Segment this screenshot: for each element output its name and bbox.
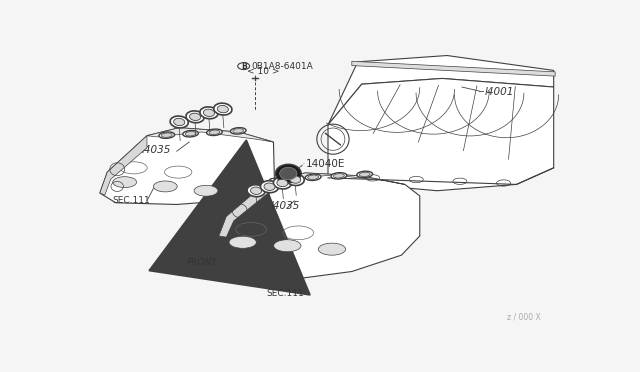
Text: l4035: l4035: [271, 202, 300, 211]
Text: l4035: l4035: [142, 145, 172, 155]
Ellipse shape: [183, 131, 198, 137]
Ellipse shape: [290, 176, 301, 183]
Text: 14040E: 14040E: [306, 158, 345, 169]
Ellipse shape: [273, 177, 291, 189]
Ellipse shape: [260, 181, 278, 193]
Ellipse shape: [218, 105, 228, 113]
Ellipse shape: [154, 181, 177, 192]
Text: SEC.111: SEC.111: [112, 196, 150, 205]
Ellipse shape: [200, 107, 218, 119]
Ellipse shape: [159, 132, 175, 138]
Ellipse shape: [204, 109, 214, 116]
Text: 0B1A8-6401A: 0B1A8-6401A: [252, 62, 314, 71]
Ellipse shape: [214, 103, 232, 115]
Text: FRONT: FRONT: [187, 258, 218, 267]
Ellipse shape: [274, 240, 301, 252]
Text: < 10 >: < 10 >: [246, 67, 279, 76]
Ellipse shape: [318, 243, 346, 255]
Ellipse shape: [247, 185, 265, 197]
Ellipse shape: [189, 113, 200, 121]
Ellipse shape: [229, 236, 257, 248]
Ellipse shape: [207, 129, 222, 135]
Polygon shape: [352, 61, 555, 76]
Ellipse shape: [233, 129, 244, 133]
Ellipse shape: [357, 171, 372, 177]
Ellipse shape: [282, 176, 292, 181]
Ellipse shape: [113, 177, 136, 187]
Ellipse shape: [186, 111, 204, 123]
Text: SEC.111: SEC.111: [266, 289, 304, 298]
Ellipse shape: [194, 185, 218, 196]
Text: l4001: l4001: [484, 87, 514, 97]
Ellipse shape: [280, 167, 297, 180]
Ellipse shape: [161, 133, 172, 137]
Polygon shape: [328, 78, 554, 191]
Ellipse shape: [308, 175, 319, 179]
Ellipse shape: [230, 128, 246, 134]
Ellipse shape: [264, 183, 275, 190]
Ellipse shape: [286, 174, 304, 186]
Ellipse shape: [359, 172, 370, 177]
Ellipse shape: [277, 179, 288, 187]
Ellipse shape: [185, 132, 196, 136]
Ellipse shape: [275, 164, 301, 183]
Ellipse shape: [333, 174, 344, 178]
Polygon shape: [100, 136, 147, 195]
Polygon shape: [328, 55, 554, 125]
Text: z / 000 X: z / 000 X: [507, 313, 541, 322]
Ellipse shape: [173, 118, 185, 126]
Ellipse shape: [280, 176, 295, 182]
Polygon shape: [100, 128, 275, 205]
Polygon shape: [219, 173, 420, 279]
Ellipse shape: [209, 130, 220, 135]
Polygon shape: [147, 128, 273, 142]
Text: B: B: [241, 62, 246, 71]
Polygon shape: [219, 179, 271, 237]
Ellipse shape: [170, 116, 188, 128]
Ellipse shape: [251, 187, 262, 195]
Polygon shape: [271, 173, 405, 185]
Ellipse shape: [331, 173, 347, 179]
Ellipse shape: [305, 174, 321, 180]
